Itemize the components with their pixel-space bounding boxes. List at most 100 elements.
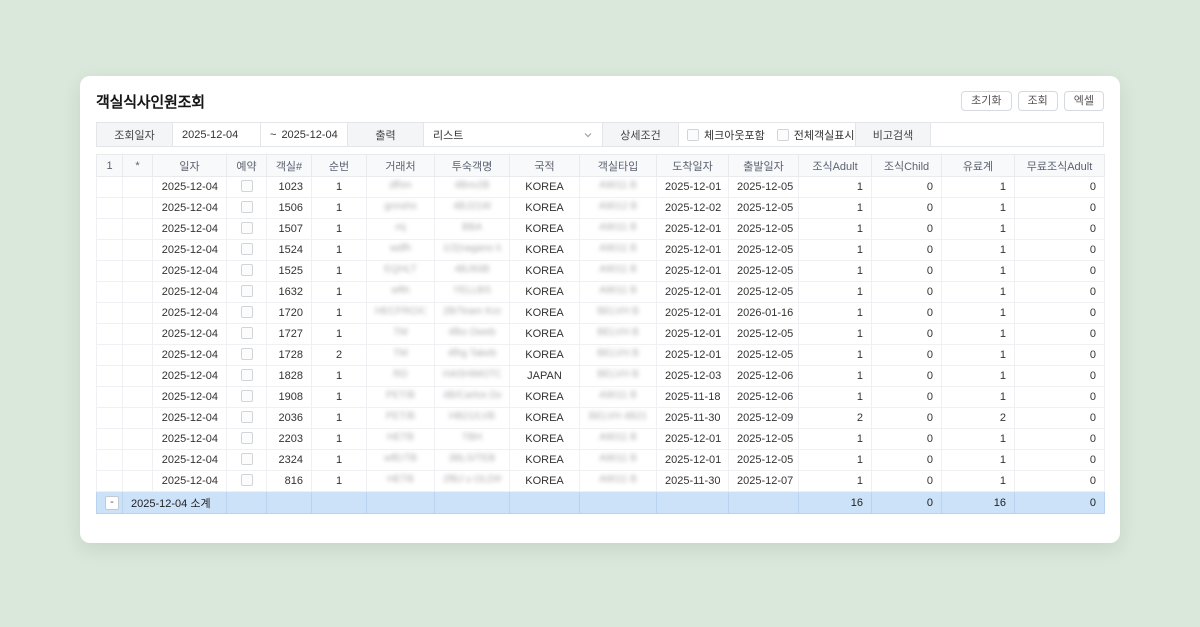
column-header-5: 순번: [311, 154, 367, 177]
redacted-text: A9012 B: [598, 201, 638, 212]
collapse-toggle[interactable]: -: [105, 495, 119, 510]
table-row[interactable]: 2025-12-04 1507 1 mj BBA KOREA A9011 B 2025-12-…: [96, 218, 1105, 240]
table-row[interactable]: 2025-12-04 1023 1 dfhm 4Bnv2B KOREA A9011 B 202…: [96, 176, 1105, 198]
table-row[interactable]: 2025-12-04 816 1 HETB 2fBJ u OLDW KOREA A9011 …: [96, 470, 1105, 492]
checkout-include-label: 체크아웃포함: [704, 129, 765, 142]
redacted-text: 4fks Oweb: [448, 327, 496, 338]
reservation-checkbox[interactable]: [240, 200, 253, 213]
search-button[interactable]: 조회: [1017, 91, 1058, 111]
redacted-text: mj: [395, 222, 406, 233]
table-row[interactable]: 2025-12-04 1525 1 EQHLT 4BJ93B KOREA A9011 B 20…: [96, 260, 1105, 282]
remark-search-input[interactable]: [931, 123, 1103, 146]
redacted-text: BELVH B: [597, 348, 639, 359]
redacted-text: PET/B: [386, 390, 415, 401]
table-row[interactable]: 2025-12-04 2203 1 HETB TBH KOREA A9011 B 2025-1…: [96, 428, 1105, 450]
redacted-text: 2fBJ u OLDW: [443, 474, 501, 485]
redacted-text: TM: [393, 327, 408, 338]
redacted-text: A9011 B: [599, 453, 637, 464]
redacted-text: 2B/Team Kos...: [443, 306, 501, 317]
date-to-input[interactable]: 2025-12-04: [281, 128, 338, 141]
summary-row: -2025-12-04 소계 16 0 16 0: [96, 491, 1105, 514]
table-row[interactable]: 2025-12-04 2036 1 PET/B HB21/LVB KOREA BELVH 4…: [96, 407, 1105, 429]
toolbar: 초기화 조회 엑셀: [955, 91, 1104, 111]
reservation-checkbox[interactable]: [240, 473, 253, 486]
table-row[interactable]: 2025-12-04 1632 1 wfth YELLBS KOREA A9011 B 202…: [96, 281, 1105, 303]
redacted-text: HECFROXXX: [375, 306, 426, 317]
panel-header: 객실식사인원조회 초기화 조회 엑셀: [96, 76, 1104, 122]
summary-value: 16: [798, 491, 872, 514]
redacted-text: A9011 B: [599, 243, 637, 254]
column-header-15: 무료조식Adult: [1014, 154, 1105, 177]
redacted-text: HETB: [387, 432, 414, 443]
reservation-checkbox[interactable]: [240, 389, 253, 402]
redacted-text: 3BLS/TEB: [448, 453, 496, 464]
reservation-checkbox[interactable]: [240, 347, 253, 360]
reset-button[interactable]: 초기화: [961, 91, 1012, 111]
reservation-checkbox[interactable]: [240, 431, 253, 444]
show-all-rooms-option[interactable]: 전체객실표시: [776, 127, 854, 143]
redacted-text: wfth: [391, 285, 410, 296]
redacted-text: A9011 B: [599, 432, 637, 443]
reservation-checkbox[interactable]: [240, 179, 253, 192]
column-header-2: 일자: [152, 154, 227, 177]
reservation-checkbox[interactable]: [240, 242, 253, 255]
table-row[interactable]: 2025-12-04 1727 1 TM 4fks Oweb KOREA BELVH B 20…: [96, 323, 1105, 345]
redacted-text: A9011 B: [599, 390, 637, 401]
redacted-text: A9011 B: [599, 264, 637, 275]
table-header-row: 1 * 일자 예약 객실# 순번 거래처 투숙객명 국적 객실타입 도착일자 출발일자 조식Adult 조…: [96, 154, 1105, 177]
checkout-include-option[interactable]: 체크아웃포함: [687, 127, 765, 143]
column-header-6: 거래처: [366, 154, 435, 177]
show-all-rooms-checkbox[interactable]: [776, 128, 789, 141]
chevron-down-icon: [584, 132, 592, 137]
reservation-checkbox[interactable]: [240, 452, 253, 465]
range-separator: ~: [270, 128, 277, 141]
column-header-9: 객실타입: [579, 154, 657, 177]
detail-conditions-label: 상세조건: [603, 123, 679, 146]
date-to-cell: ~ 2025-12-04: [261, 123, 348, 146]
redacted-text: BELVH B: [597, 306, 639, 317]
output-select[interactable]: 리스트: [424, 123, 603, 146]
redacted-text: PET/B: [386, 411, 415, 422]
reservation-checkbox[interactable]: [240, 221, 253, 234]
output-label: 출력: [348, 123, 424, 146]
redacted-text: 4B/Carlos Day: [443, 390, 501, 401]
table-row[interactable]: 2025-12-04 2324 1 wfErTB 3BLS/TEB KOREA A9011 …: [96, 449, 1105, 471]
column-header-3: 예약: [226, 154, 267, 177]
column-header-14: 유료계: [941, 154, 1015, 177]
column-header-8: 국적: [509, 154, 580, 177]
reservation-checkbox[interactable]: [240, 263, 253, 276]
redacted-text: RD: [393, 369, 408, 380]
column-header-10: 도착일자: [656, 154, 729, 177]
summary-label: 2025-12-04 소계: [122, 491, 227, 514]
redacted-text: TBH: [462, 432, 482, 443]
redacted-text: HB21/LVB: [449, 411, 495, 422]
redacted-text: A9011 B: [599, 180, 637, 191]
redacted-text: YELLBS: [453, 285, 491, 296]
results-table: 1 * 일자 예약 객실# 순번 거래처 투숙객명 국적 객실타입 도착일자 출발일자 조식Adult 조…: [96, 154, 1105, 514]
redacted-text: BBA: [461, 222, 482, 233]
excel-button[interactable]: 엑셀: [1063, 91, 1104, 111]
date-from-input[interactable]: [173, 123, 260, 146]
redacted-text: 4BJ93B: [454, 264, 490, 275]
column-header-12: 조식Adult: [798, 154, 872, 177]
redacted-text: 4BJ21W: [453, 201, 491, 212]
redacted-text: A9011 B: [599, 474, 637, 485]
reservation-checkbox[interactable]: [240, 368, 253, 381]
reservation-checkbox[interactable]: [240, 410, 253, 423]
column-header-4: 객실#: [266, 154, 312, 177]
redacted-text: EQHLT: [384, 264, 417, 275]
reservation-checkbox[interactable]: [240, 284, 253, 297]
reservation-checkbox[interactable]: [240, 326, 253, 339]
checkout-include-checkbox[interactable]: [687, 128, 699, 141]
redacted-text: TM: [393, 348, 408, 359]
remark-search-cell: [931, 123, 1103, 146]
reservation-checkbox[interactable]: [240, 305, 253, 318]
table-row[interactable]: 2025-12-0417201HECFROXXX2B/Team Kos...KO…: [96, 302, 1105, 324]
date-range-label: 조회일자: [97, 123, 173, 146]
main-panel: 객실식사인원조회 초기화 조회 엑셀 조회일자 ~ 2025-12-04 출력 …: [80, 76, 1120, 543]
